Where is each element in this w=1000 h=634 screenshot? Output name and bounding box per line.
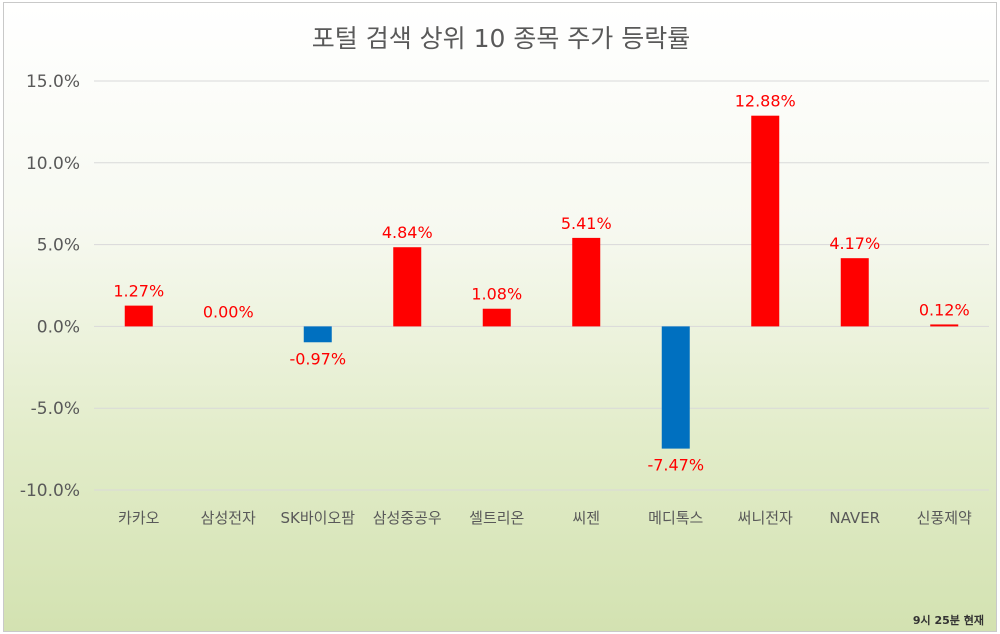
bar-0 (124, 305, 153, 327)
chart-frame: 포털 검색 상위 10 종목 주가 등락률 1.27% 0.00% -0.97% 4.… (3, 2, 997, 632)
data-label: 5.41% (561, 214, 612, 233)
data-label: 1.08% (471, 285, 522, 304)
bar-chart: 포털 검색 상위 10 종목 주가 등락률 1.27% 0.00% -0.97% 4.… (20, 24, 989, 627)
data-label: -0.97% (289, 349, 346, 368)
bar-3 (393, 247, 422, 327)
data-label: 0.12% (919, 300, 970, 319)
category-label: 삼성중공우 (373, 509, 442, 527)
category-label: 삼성전자 (201, 509, 256, 527)
y-tick-label: -10.0% (20, 481, 80, 501)
y-tick-label: -5.0% (31, 399, 80, 419)
bar-5 (572, 237, 601, 327)
y-axis-ticks: 15.0% 10.0% 5.0% 0.0% -5.0% -10.0% (20, 72, 80, 501)
category-label: 셀트리온 (469, 509, 524, 527)
gridlines (94, 80, 989, 491)
data-label: 1.27% (113, 282, 164, 301)
bar-2 (303, 326, 332, 343)
data-label: -7.47% (647, 456, 704, 475)
category-label: NAVER (829, 509, 880, 527)
data-label: 0.00% (203, 302, 254, 321)
data-label: 12.88% (735, 92, 796, 111)
data-labels: 1.27% 0.00% -0.97% 4.84% 1.08% 5.41% -7.47% 12.… (113, 92, 969, 475)
bar-8 (840, 258, 869, 327)
timestamp-note: 9시 25분 현재 (913, 613, 984, 627)
y-tick-label: 0.0% (37, 317, 80, 337)
x-axis-categories: 카카오 삼성전자 SK바이오팜 삼성중공우 셀트리온 씨젠 메디톡스 써니전자 NAVER 신풍제… (118, 509, 972, 527)
data-label: 4.84% (382, 223, 433, 242)
category-label: 카카오 (118, 509, 160, 527)
category-label: 씨젠 (572, 509, 600, 527)
category-label: 메디톡스 (648, 509, 703, 527)
y-tick-label: 15.0% (26, 72, 80, 92)
bar-4 (482, 308, 511, 327)
y-tick-label: 5.0% (37, 236, 80, 256)
bar-7 (751, 115, 780, 327)
data-label: 4.17% (829, 234, 880, 253)
bar-6 (661, 326, 690, 449)
bars (124, 115, 959, 449)
category-label: SK바이오팜 (280, 509, 355, 527)
category-label: 써니전자 (738, 509, 793, 527)
bar-9 (930, 324, 959, 327)
category-label: 신풍제약 (917, 509, 972, 527)
chart-title: 포털 검색 상위 10 종목 주가 등락률 (312, 24, 691, 53)
y-tick-label: 10.0% (26, 154, 80, 174)
